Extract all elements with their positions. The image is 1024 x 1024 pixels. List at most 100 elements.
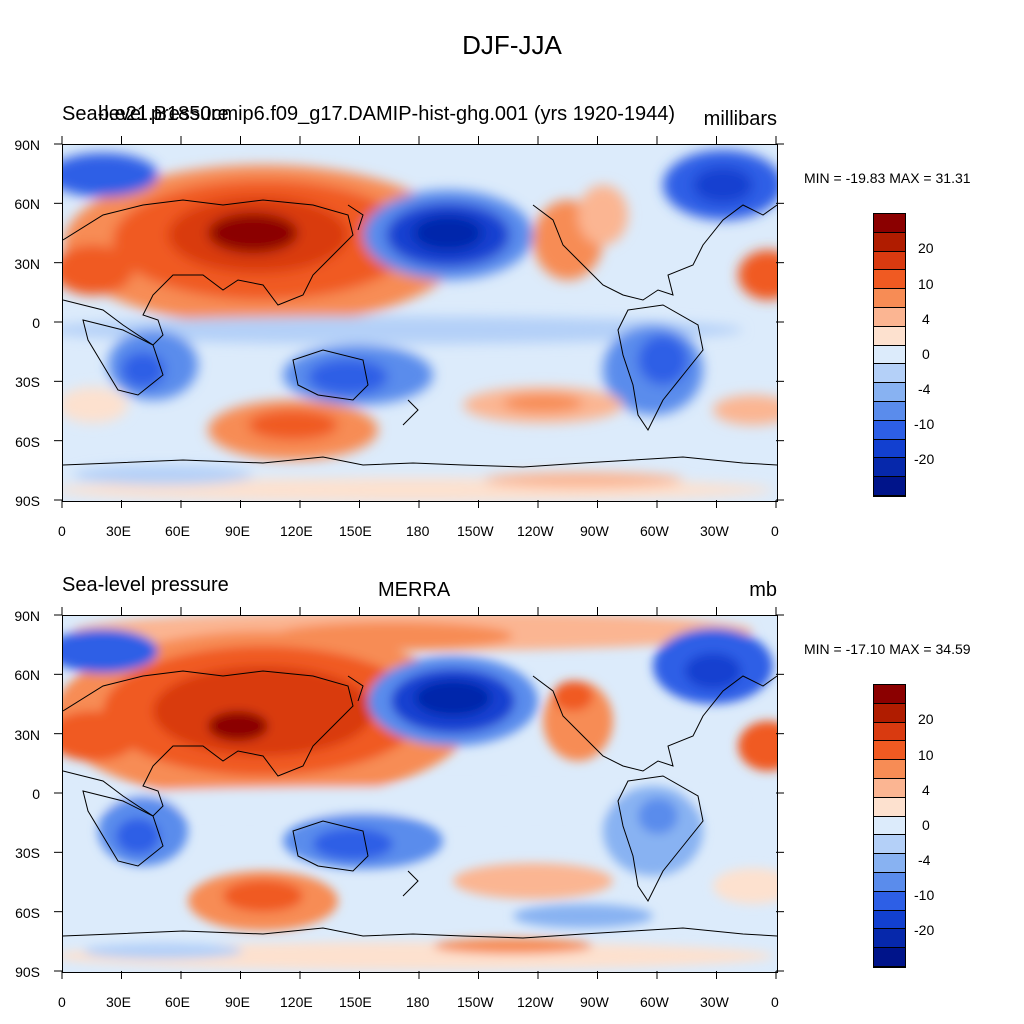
panel-left-label: Sea-level pressure — [62, 574, 229, 596]
colorbar-label: 10 — [918, 276, 934, 292]
colorbar-swatch — [874, 232, 905, 252]
colorbar-swatches — [874, 685, 905, 967]
x-tick-label: 90E — [225, 523, 250, 539]
x-tick-label: 150W — [457, 994, 494, 1010]
x-tick-label: 60W — [640, 994, 669, 1010]
y-tick-label: 90N — [14, 137, 40, 153]
colorbar-swatch — [874, 326, 905, 346]
colorbar-label: 4 — [922, 311, 930, 327]
map-field — [63, 616, 777, 972]
x-tick-label: 0 — [771, 994, 779, 1010]
colorbar-swatch — [874, 477, 905, 496]
colorbar-label: -10 — [914, 416, 935, 432]
x-tick-label: 120W — [517, 994, 554, 1010]
y-tick-label: 90N — [14, 608, 40, 624]
colorbar-label: 20 — [918, 240, 934, 256]
colorbar-swatch — [874, 214, 905, 233]
colorbar-label: 4 — [922, 782, 930, 798]
colorbar-swatches — [874, 214, 905, 496]
colorbar-swatch — [874, 420, 905, 440]
x-tick-label: 30W — [700, 994, 729, 1010]
colorbar-swatch — [874, 872, 905, 892]
colorbar-swatch — [874, 307, 905, 327]
colorbar — [873, 213, 906, 497]
colorbar-swatch — [874, 741, 905, 761]
colorbar-swatch — [874, 778, 905, 798]
y-tick-label: 60N — [14, 196, 40, 212]
x-tick-label: 0 — [58, 994, 66, 1010]
x-tick-label: 120W — [517, 523, 554, 539]
x-tick-label: 150E — [339, 523, 372, 539]
x-tick-label: 180 — [406, 523, 430, 539]
colorbar-swatch — [874, 910, 905, 930]
colorbar-swatch — [874, 289, 905, 308]
y-tick-label: 30N — [14, 727, 40, 743]
colorbar-swatch — [874, 439, 905, 459]
x-tick-label: 150W — [457, 523, 494, 539]
colorbar-swatch — [874, 797, 905, 817]
y-tick-label: 0 — [32, 786, 40, 802]
x-tick-label: 60W — [640, 523, 669, 539]
y-tick-label: 0 — [32, 315, 40, 331]
x-tick-label: 90E — [225, 994, 250, 1010]
panel-units-label: mb — [749, 579, 777, 601]
colorbar-swatch — [874, 854, 905, 873]
colorbar-swatch — [874, 383, 905, 402]
x-tick-label: 0 — [771, 523, 779, 539]
y-tick-label: 60S — [15, 905, 40, 921]
coastlines — [63, 199, 777, 468]
colorbar-swatch — [874, 401, 905, 421]
colorbar-label: -20 — [914, 451, 935, 467]
colorbar-swatch — [874, 891, 905, 911]
colorbar-swatch — [874, 345, 905, 365]
map-plot — [62, 144, 778, 502]
map-field — [63, 145, 777, 501]
colorbar-swatch — [874, 835, 905, 855]
colorbar-swatch — [874, 685, 905, 704]
colorbar — [873, 684, 906, 968]
colorbar-label: -4 — [918, 381, 931, 397]
x-tick-label: 60E — [165, 523, 190, 539]
panel-min-max: MIN = -19.83 MAX = 31.31 — [804, 170, 971, 186]
x-tick-label: 30W — [700, 523, 729, 539]
colorbar-swatch — [874, 364, 905, 384]
colorbar-swatch — [874, 251, 905, 271]
colorbar-swatch — [874, 703, 905, 723]
panel-units-label: millibars — [703, 108, 777, 130]
figure-title: DJF-JJA — [462, 30, 562, 60]
panel-min-max: MIN = -17.10 MAX = 34.59 — [804, 641, 971, 657]
x-tick-label: 60E — [165, 994, 190, 1010]
panel-case-label: MERRA — [378, 579, 451, 601]
map-plot — [62, 615, 778, 973]
colorbar-swatch — [874, 270, 905, 290]
colorbar-label: -4 — [918, 852, 931, 868]
x-tick-label: 0 — [58, 523, 66, 539]
x-tick-label: 90W — [580, 994, 609, 1010]
x-tick-label: 30E — [106, 994, 131, 1010]
colorbar-swatch — [874, 458, 905, 478]
y-tick-label: 90S — [15, 493, 40, 509]
y-tick-label: 30S — [15, 845, 40, 861]
colorbar-label: 10 — [918, 747, 934, 763]
y-tick-label: 30N — [14, 256, 40, 272]
colorbar-swatch — [874, 816, 905, 836]
y-tick-label: 90S — [15, 964, 40, 980]
x-tick-label: 180 — [406, 994, 430, 1010]
colorbar-swatch — [874, 722, 905, 742]
y-tick-label: 60N — [14, 667, 40, 683]
colorbar-swatch — [874, 948, 905, 967]
colorbar-swatch — [874, 929, 905, 949]
x-tick-label: 90W — [580, 523, 609, 539]
colorbar-label: 0 — [922, 817, 930, 833]
panel-left-label: Sea-level pressure — [62, 103, 229, 125]
x-tick-label: 120E — [280, 523, 313, 539]
colorbar-label: 0 — [922, 346, 930, 362]
colorbar-label: -20 — [914, 922, 935, 938]
x-tick-label: 120E — [280, 994, 313, 1010]
y-tick-label: 60S — [15, 434, 40, 450]
x-tick-label: 150E — [339, 994, 372, 1010]
x-tick-label: 30E — [106, 523, 131, 539]
coastlines — [63, 670, 777, 939]
colorbar-label: -10 — [914, 887, 935, 903]
colorbar-swatch — [874, 760, 905, 779]
